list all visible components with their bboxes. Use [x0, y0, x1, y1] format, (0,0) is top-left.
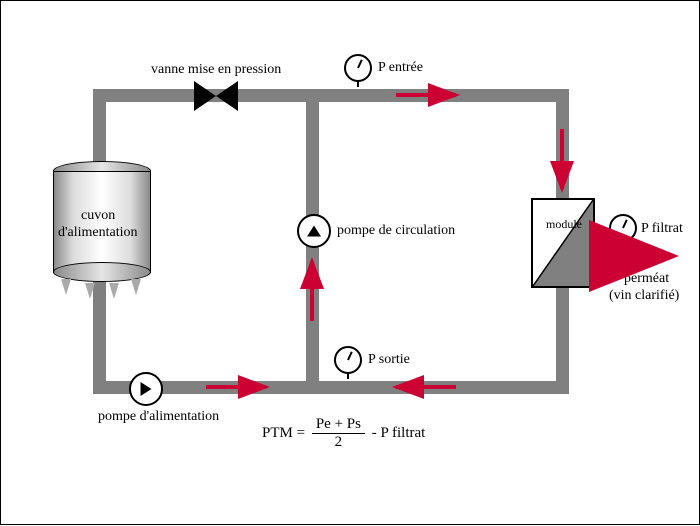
formula-suffix: - P filtrat — [372, 425, 426, 441]
diagram-stage: cuvon d'alimentation vanne mise en press… — [0, 0, 700, 525]
ptm-formula: PTM = Pe + Ps 2 - P filtrat — [262, 416, 425, 451]
formula-den: 2 — [312, 434, 365, 451]
formula-num: Pe + Ps — [312, 416, 365, 434]
formula-prefix: PTM = — [262, 425, 305, 441]
